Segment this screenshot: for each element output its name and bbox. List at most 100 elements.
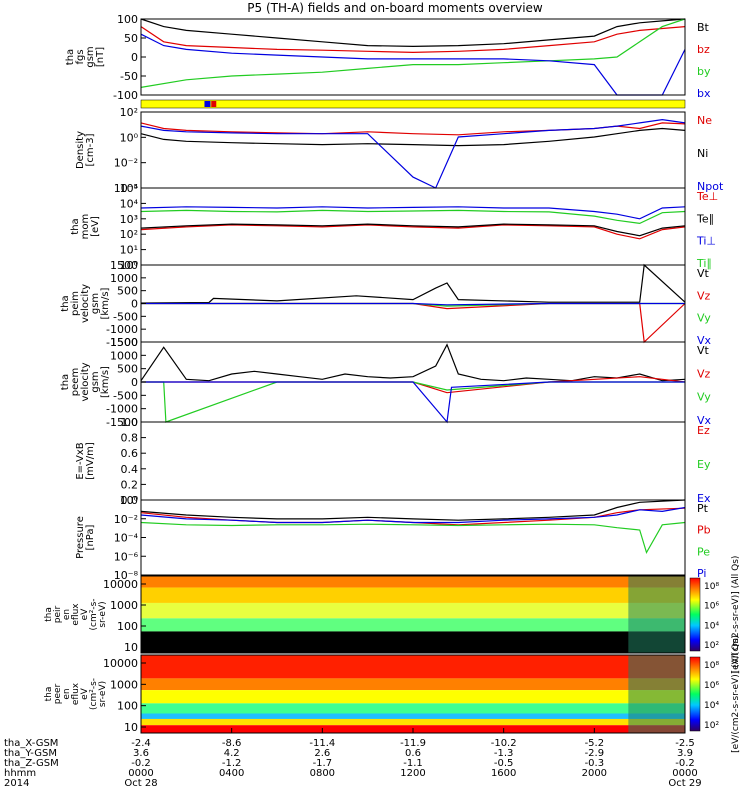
y-tick-label: 10⁰ — [120, 259, 139, 272]
y-axis-label: Pressure — [75, 516, 86, 559]
y-tick-label: -1000 — [106, 403, 138, 416]
y-axis-label: eflux — [71, 682, 81, 705]
y-axis-label: gsm — [85, 46, 96, 67]
y-axis-label: velocity — [80, 284, 91, 323]
y-tick-label: 10⁴ — [120, 197, 139, 210]
colorbar-tick-label: 10⁸ — [704, 661, 719, 671]
series-line-green — [140, 521, 686, 555]
colorbar-tick-label: 10² — [704, 641, 719, 651]
legend-entry: by — [697, 65, 711, 78]
x-row-label: tha_Z-GSM — [4, 758, 59, 769]
y-axis-label: sr-eV) — [98, 601, 108, 627]
y-axis-label: tha — [44, 607, 54, 622]
legend-entry: Te∥ — [696, 212, 714, 225]
flag-mark — [211, 101, 217, 107]
x-tick-label: -2.4 — [131, 738, 151, 749]
x-tick-label: 1200 — [400, 768, 425, 779]
panel-6: 10⁰ 10⁻² 10⁻⁴ 10⁻⁶ 10⁻⁸ Pressure [nPa] Pt Pb Pe Pi — [75, 494, 711, 582]
legend-entry: Vt — [697, 344, 710, 357]
legend-entry: Vt — [697, 267, 710, 280]
x-tick-label: -5.2 — [585, 738, 605, 749]
y-tick-label: 10 — [124, 721, 138, 734]
y-axis-label: tha — [65, 49, 76, 65]
y-tick-label: 1500 — [110, 336, 138, 349]
y-tick-label: 10000 — [103, 578, 138, 591]
legend-entry: Ey — [697, 458, 711, 471]
y-axis-label: tha — [70, 218, 81, 234]
y-tick-label: 10⁻⁸ — [114, 569, 139, 582]
y-axis-label: Density — [75, 131, 86, 169]
x-tick-label: 4.2 — [224, 748, 240, 759]
series-line-red — [140, 224, 686, 240]
x-row-label: 2014 — [4, 778, 29, 789]
spectrogram-band — [141, 713, 685, 719]
series-line-blue — [141, 302, 685, 306]
y-axis-label: [nT] — [95, 47, 106, 67]
y-tick-label: -100 — [113, 89, 138, 102]
series-line-black — [140, 263, 686, 304]
y-tick-label: 10 — [124, 641, 138, 654]
y-tick-label: -1500 — [106, 336, 138, 349]
figure-title: P5 (TH-A) fields and on-board moments ov… — [247, 1, 543, 15]
x-row-label: tha_Y-GSM — [4, 748, 57, 759]
x-tick-label: -10.2 — [491, 738, 517, 749]
x-tick-label: -2.5 — [675, 738, 695, 749]
spectrogram-band — [628, 576, 685, 653]
legend-entry: Vz — [697, 367, 711, 380]
series-line-black — [140, 223, 686, 237]
y-tick-label: 0.0 — [121, 494, 139, 507]
y-tick-label: 500 — [117, 363, 138, 376]
legend-entry: Ne — [697, 114, 712, 127]
x-tick-label: 0400 — [219, 768, 244, 779]
spectrogram-band — [628, 655, 685, 733]
x-tick-label: 0000 — [128, 768, 153, 779]
flag-mark — [204, 101, 211, 107]
series-line-red — [140, 122, 686, 136]
y-axis-label: tha — [44, 687, 54, 702]
legend-entry: Ez — [697, 424, 710, 437]
series-line-black — [140, 499, 686, 521]
panel-frame — [140, 421, 686, 501]
series-line-green — [140, 209, 686, 225]
y-tick-label: 100 — [117, 700, 138, 713]
colorbar-tick-label: 10⁴ — [704, 621, 719, 631]
series-line-blue — [140, 506, 686, 524]
y-axis-label: tha — [60, 374, 71, 390]
legend-entry: Pt — [697, 502, 709, 515]
spectrogram-band — [141, 631, 685, 653]
x-row-label: tha_X-GSM — [4, 738, 58, 749]
y-axis-label: (cm²-s- — [89, 598, 99, 630]
colorbar-tick-label: 10⁴ — [704, 701, 719, 711]
y-axis-label: (cm²-s- — [89, 678, 99, 710]
colorbar-tick-label: 10⁸ — [704, 582, 719, 592]
y-axis-label: gsm — [90, 371, 101, 392]
legend-entry: Npot — [697, 180, 724, 193]
x-row-label: hhmm — [4, 768, 36, 779]
y-axis-label: [mV/m] — [85, 442, 96, 480]
series-line-red — [141, 302, 686, 344]
series-line-blue — [140, 118, 686, 189]
legend-entry: Pe — [697, 545, 710, 558]
x-tick-label: -0.2 — [675, 758, 695, 769]
y-axis-label: [cm-3] — [85, 133, 96, 166]
y-axis-label: eflux — [71, 603, 81, 626]
x-tick-label: -1.7 — [313, 758, 333, 769]
y-axis-label: mom — [80, 214, 91, 240]
legend-entry: Te⊥ — [696, 190, 718, 203]
y-tick-label: -500 — [113, 389, 138, 402]
colorbar-tick-label: 10² — [704, 721, 719, 731]
x-tick-label: -11.9 — [400, 738, 426, 749]
y-tick-label: 50 — [124, 32, 138, 45]
panel-frame — [140, 499, 686, 576]
x-tick-label: -1.1 — [403, 758, 423, 769]
colorbar — [689, 577, 701, 652]
y-tick-label: 0.2 — [121, 478, 139, 491]
x-tick-label: -0.2 — [131, 758, 151, 769]
y-axis-label: [eV] — [90, 216, 101, 237]
series-line-green — [140, 18, 686, 88]
x-tick-label: 0800 — [310, 768, 335, 779]
y-tick-label: 10³ — [120, 213, 138, 226]
spectrogram-band — [141, 703, 685, 714]
